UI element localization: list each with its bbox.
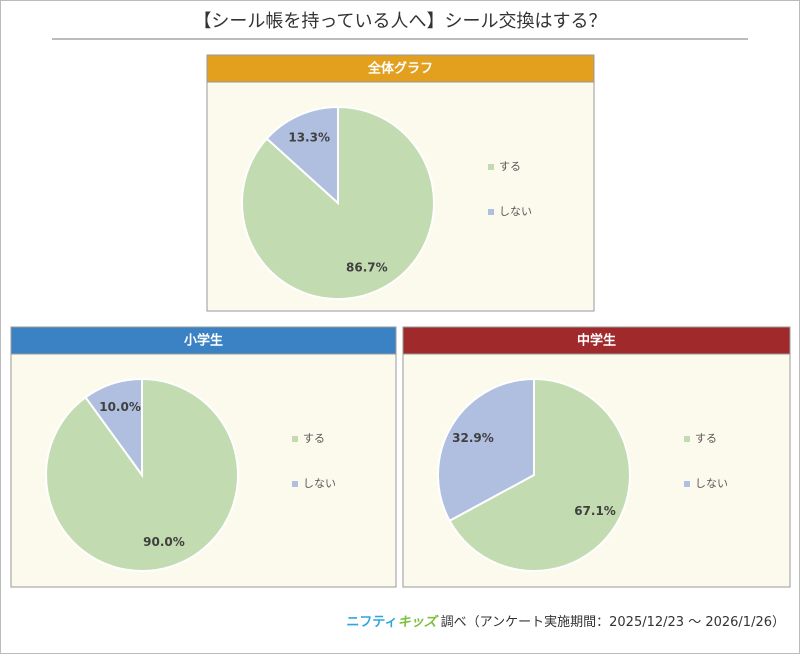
legend-label: する	[303, 432, 325, 445]
pie-slice	[437, 377, 535, 523]
panel-title: 中学生	[577, 333, 616, 349]
footer: ニフティキッズ 調べ（アンケート実施期間：2025/12/23 ～ 2026/1/…	[346, 614, 785, 630]
legend-swatch	[488, 164, 494, 170]
legend-label: しない	[303, 477, 336, 490]
legend-swatch	[684, 436, 690, 442]
legend-label: しない	[499, 205, 532, 218]
value-label: 86.7%	[346, 260, 388, 274]
legend-swatch	[684, 481, 690, 487]
legend-swatch	[488, 209, 494, 215]
pie-slice	[84, 377, 143, 479]
legend-label: しない	[695, 477, 728, 490]
legend-swatch	[292, 436, 298, 442]
legend-label: する	[695, 432, 717, 445]
panel-header	[10, 326, 397, 355]
value-label: 90.0%	[143, 535, 185, 549]
page-title: 【シール帳を持っている人へ】シール交換はする？	[193, 11, 606, 32]
pie-slice	[265, 105, 339, 206]
brand-1: ニフティ	[346, 615, 397, 630]
footer-text: 調べ（アンケート実施期間：2025/12/23 ～ 2026/1/26）	[441, 614, 785, 630]
brand-2: キッズ	[398, 614, 440, 630]
panel-title: 全体グラフ	[367, 61, 433, 77]
panel-header	[402, 326, 791, 355]
legend-swatch	[292, 481, 298, 487]
pie-slice	[241, 105, 435, 300]
legend-label: する	[499, 160, 521, 173]
panel-header	[206, 54, 595, 83]
value-label: 13.3%	[288, 131, 330, 145]
value-label: 10.0%	[99, 400, 141, 414]
pie-slice	[448, 377, 631, 572]
value-label: 67.1%	[574, 504, 616, 518]
value-label: 32.9%	[452, 431, 494, 445]
panel-title: 小学生	[184, 333, 223, 349]
